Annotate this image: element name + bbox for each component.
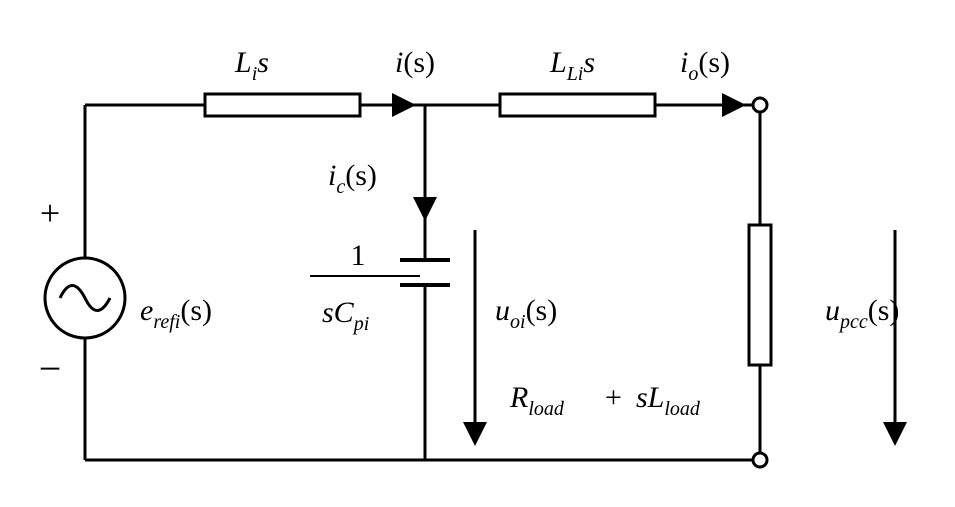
inductor-LLi [500, 94, 655, 116]
minus-label: − [39, 346, 62, 391]
label-Lload: sLload [636, 381, 701, 420]
terminal-bot [753, 453, 767, 467]
plus-label: + [40, 193, 60, 233]
label-plus: + [605, 381, 622, 414]
label-eref: erefi(s) [140, 294, 212, 333]
label-upcc: upcc(s) [825, 294, 899, 333]
terminal-top [753, 98, 767, 112]
inductor-Li [205, 94, 360, 116]
label-io: io(s) [680, 46, 730, 85]
load-impedance [749, 225, 771, 365]
label-i: i(s) [395, 46, 435, 79]
cap-fraction-den: sCpi [322, 296, 369, 335]
label-Li: Lis [234, 46, 269, 85]
circuit-diagram: + − Lis i(s) LLis io(s) ic(s) 1 sCpi erefi(s) uoi(… [0, 0, 955, 507]
label-ic: ic(s) [328, 159, 377, 198]
label-Rload: Rload [509, 381, 565, 420]
cap-fraction-num: 1 [351, 239, 366, 272]
label-uoi: uoi(s) [495, 294, 557, 333]
label-LLi: LLis [549, 46, 595, 85]
